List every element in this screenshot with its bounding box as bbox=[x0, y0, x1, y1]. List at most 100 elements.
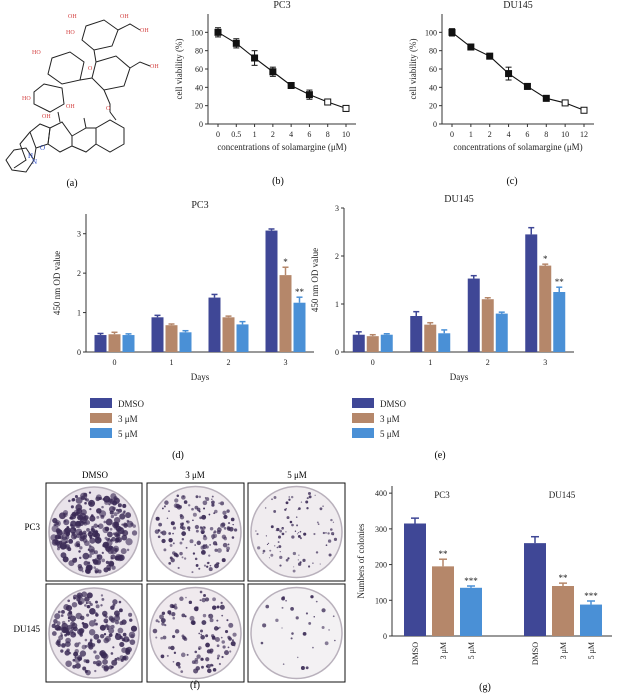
colony bbox=[327, 539, 332, 543]
colony bbox=[193, 606, 199, 612]
colony bbox=[94, 654, 100, 660]
colony bbox=[192, 552, 196, 555]
x-tick-label: 10 bbox=[342, 130, 350, 139]
colony bbox=[84, 604, 87, 607]
colony bbox=[313, 532, 316, 536]
colony bbox=[68, 560, 75, 567]
bar bbox=[165, 325, 178, 352]
colony bbox=[288, 498, 291, 501]
colony bbox=[201, 597, 206, 603]
colony bbox=[314, 494, 316, 496]
colony bbox=[177, 566, 180, 570]
colony bbox=[105, 518, 113, 526]
colony bbox=[52, 517, 58, 524]
colony bbox=[95, 530, 99, 533]
atom-label: OH bbox=[68, 14, 77, 20]
colony bbox=[188, 529, 191, 532]
colony bbox=[289, 520, 293, 524]
colony bbox=[158, 522, 163, 527]
bond bbox=[103, 89, 111, 112]
colony bbox=[166, 654, 169, 657]
colony bbox=[232, 523, 234, 526]
bar bbox=[424, 324, 437, 352]
colony bbox=[115, 632, 119, 636]
data-point bbox=[305, 91, 313, 99]
colony bbox=[227, 543, 230, 546]
colony bbox=[284, 508, 287, 511]
colony bbox=[112, 599, 118, 605]
colony bbox=[78, 531, 84, 536]
colony bbox=[299, 537, 302, 540]
colony bbox=[79, 512, 87, 520]
significance-mark: ** bbox=[559, 573, 569, 583]
colony bbox=[202, 535, 208, 541]
colony bbox=[86, 605, 90, 609]
colony bbox=[279, 551, 281, 553]
colony bbox=[232, 632, 237, 637]
colony bbox=[126, 520, 134, 528]
colony bbox=[297, 534, 301, 538]
colony bbox=[315, 551, 319, 554]
significance-mark: ** bbox=[439, 549, 449, 559]
y-tick-label: 60 bbox=[195, 65, 203, 74]
colony bbox=[78, 550, 81, 553]
colony bbox=[321, 608, 326, 613]
colony bbox=[194, 544, 196, 546]
y-tick-label: 2 bbox=[335, 252, 339, 261]
colony bbox=[223, 514, 228, 519]
colony bbox=[285, 507, 287, 510]
y-tick-label: 100 bbox=[425, 28, 437, 37]
colony bbox=[209, 543, 212, 546]
data-point bbox=[486, 52, 494, 60]
data-point bbox=[505, 70, 513, 78]
colony bbox=[224, 629, 229, 634]
colony bbox=[216, 605, 220, 609]
panel-label-e: (e) bbox=[434, 450, 445, 461]
colony bbox=[56, 547, 60, 551]
colony bbox=[75, 662, 81, 669]
colony bbox=[312, 562, 314, 564]
plate-dish bbox=[149, 485, 242, 579]
colony bbox=[221, 614, 224, 617]
colony bbox=[226, 546, 230, 551]
colony bbox=[100, 604, 103, 607]
colony bbox=[85, 659, 90, 664]
colony bbox=[196, 540, 202, 546]
colony bbox=[112, 532, 116, 536]
colony bbox=[73, 535, 77, 539]
bar bbox=[208, 297, 221, 352]
colony bbox=[185, 596, 187, 599]
colony bbox=[128, 612, 133, 617]
colony bbox=[121, 534, 128, 541]
colony bbox=[196, 654, 201, 659]
colony bbox=[160, 636, 163, 640]
colony bbox=[168, 646, 172, 650]
x-tick-label: 5 μM bbox=[467, 642, 476, 659]
colony bbox=[161, 507, 164, 510]
x-tick-label: 10 bbox=[561, 130, 569, 139]
colony bbox=[94, 532, 101, 539]
y-tick-label: 1 bbox=[335, 300, 339, 309]
colony bbox=[73, 509, 80, 517]
colony bbox=[102, 541, 109, 548]
colony bbox=[187, 526, 191, 530]
colony bbox=[287, 557, 290, 560]
colony bbox=[113, 512, 118, 517]
colony bbox=[93, 633, 100, 640]
panel-label-f: (f) bbox=[190, 680, 200, 691]
colony bbox=[216, 657, 220, 660]
colony bbox=[285, 599, 287, 602]
colony bbox=[122, 511, 126, 515]
colony bbox=[264, 507, 267, 509]
colony bbox=[65, 637, 71, 644]
colony bbox=[112, 545, 120, 552]
colony bbox=[202, 544, 207, 550]
colony bbox=[201, 665, 204, 669]
atom-label: OH bbox=[66, 104, 75, 110]
colony bbox=[322, 531, 325, 535]
y-axis-label: cell viability (%) bbox=[408, 39, 418, 100]
colony bbox=[88, 499, 96, 507]
colony bbox=[209, 527, 214, 531]
colony bbox=[60, 649, 64, 653]
group-label: DU145 bbox=[549, 490, 576, 500]
